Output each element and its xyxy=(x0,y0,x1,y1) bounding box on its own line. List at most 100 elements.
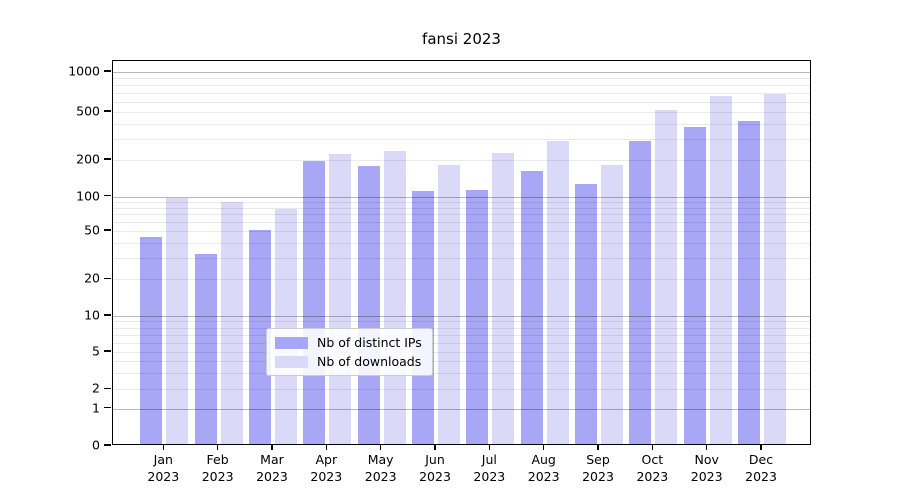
y-tick-label: 200 xyxy=(76,151,100,167)
y-tick-label: 100 xyxy=(76,188,100,204)
x-tick-label: Sep 2023 xyxy=(582,452,614,484)
grid-layer xyxy=(113,61,810,444)
gridline-minor xyxy=(113,112,810,114)
y-axis-tick xyxy=(104,314,111,316)
gridline-minor xyxy=(113,231,810,232)
gridline-minor xyxy=(113,242,810,244)
x-tick-label: May 2023 xyxy=(364,452,397,484)
x-axis-tick xyxy=(216,445,219,450)
y-tick-label: 2 xyxy=(92,380,100,396)
gridline-major xyxy=(113,316,810,317)
y-axis-tick xyxy=(104,444,111,446)
gridline-minor xyxy=(113,257,810,259)
chart-title: fansi 2023 xyxy=(422,30,501,48)
y-tick-label: 500 xyxy=(76,103,100,119)
gridline-major xyxy=(113,72,810,73)
gridline-minor xyxy=(113,279,810,281)
gridline-minor xyxy=(113,372,810,374)
gridline-minor xyxy=(113,78,810,80)
y-axis-tick xyxy=(104,70,111,72)
bar-downloads xyxy=(492,153,515,444)
x-axis-tick xyxy=(760,445,762,450)
x-axis-tick xyxy=(542,445,545,450)
y-tick-label: 10 xyxy=(84,307,100,323)
gridline-minor xyxy=(113,352,810,353)
x-axis-tick xyxy=(488,445,491,450)
x-axis-tick xyxy=(325,445,328,450)
ips-swatch-icon xyxy=(275,336,308,349)
x-tick-label: Jun 2023 xyxy=(419,452,451,484)
bar-downloads xyxy=(655,109,678,444)
gridline-minor xyxy=(113,92,810,94)
x-tick-label: Jul 2023 xyxy=(473,452,506,484)
gridline-minor xyxy=(113,361,810,363)
y-tick-label: 50 xyxy=(84,222,100,238)
bar-distinct-ips xyxy=(575,184,598,444)
bar-distinct-ips xyxy=(738,120,761,444)
x-tick-label: Nov 2023 xyxy=(690,452,723,484)
gridline-major xyxy=(113,196,810,198)
gridline-minor xyxy=(113,84,810,86)
gridline-minor xyxy=(113,214,810,216)
y-axis-tick xyxy=(104,194,111,197)
x-tick-label: Oct 2023 xyxy=(636,452,669,484)
bar-downloads xyxy=(601,164,624,444)
gridline-minor xyxy=(113,221,810,223)
y-tick-label: 20 xyxy=(84,270,100,286)
gridline-minor xyxy=(113,321,810,323)
x-axis-tick xyxy=(162,445,165,450)
legend: Nb of distinct IPs Nb of downloads xyxy=(266,328,433,376)
bar-downloads xyxy=(709,95,732,444)
x-tick-label: Feb 2023 xyxy=(201,452,234,484)
gridline-minor xyxy=(113,160,810,162)
legend-item-distinct-ips: Nb of distinct IPs xyxy=(275,335,422,350)
bar-distinct-ips xyxy=(629,140,652,444)
x-tick-label: Jan 2023 xyxy=(147,452,180,484)
gridline-minor xyxy=(113,201,810,203)
bar-downloads xyxy=(220,201,243,444)
x-axis-tick xyxy=(271,445,273,450)
bar-downloads xyxy=(166,197,189,444)
bar-distinct-ips xyxy=(412,190,434,444)
gridline-minor xyxy=(113,327,810,329)
x-axis-tick xyxy=(651,445,654,450)
gridline-minor xyxy=(113,342,810,344)
x-tick-label: Apr 2023 xyxy=(310,452,343,484)
gridline-minor xyxy=(113,334,810,336)
y-axis-tick xyxy=(104,350,111,352)
gridline-minor xyxy=(113,389,810,391)
y-axis-tick xyxy=(104,387,111,390)
x-axis-tick xyxy=(705,445,708,450)
x-tick-label: Dec 2023 xyxy=(745,452,777,484)
gridline-minor xyxy=(113,207,810,209)
bar-downloads xyxy=(546,141,569,444)
downloads-swatch-icon xyxy=(275,355,308,368)
legend-label: Nb of distinct IPs xyxy=(317,335,422,350)
bar-distinct-ips xyxy=(466,190,489,444)
y-axis-tick xyxy=(104,110,111,112)
bar-distinct-ips xyxy=(520,170,543,444)
gridline-minor xyxy=(113,138,810,140)
legend-label: Nb of downloads xyxy=(317,354,422,369)
x-tick-label: Mar 2023 xyxy=(256,452,288,484)
gridline-minor xyxy=(113,123,810,125)
bar-distinct-ips xyxy=(194,254,217,444)
x-tick-label: Aug 2023 xyxy=(527,452,560,484)
y-tick-label: 1000 xyxy=(68,63,100,79)
y-axis-tick xyxy=(104,406,111,409)
x-axis-tick xyxy=(597,445,599,450)
y-tick-label: 0 xyxy=(92,437,100,453)
y-axis-tick xyxy=(104,158,111,160)
bar-distinct-ips xyxy=(248,230,271,444)
x-axis-tick xyxy=(379,445,382,450)
bar-distinct-ips xyxy=(683,126,706,444)
legend-item-downloads: Nb of downloads xyxy=(275,354,422,369)
bar-downloads xyxy=(438,164,460,444)
x-axis-tick xyxy=(434,445,436,450)
bar-downloads xyxy=(274,208,297,444)
gridline-major xyxy=(113,408,810,410)
gridline-minor xyxy=(113,101,810,103)
y-tick-label: 1 xyxy=(92,400,100,415)
